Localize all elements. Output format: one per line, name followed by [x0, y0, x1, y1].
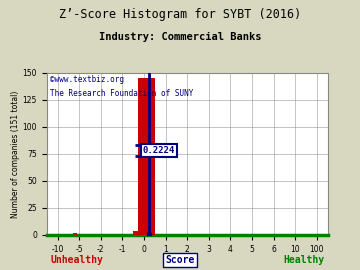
Bar	[138, 78, 155, 235]
Text: 0.2224: 0.2224	[143, 146, 175, 155]
Text: Healthy: Healthy	[283, 255, 324, 265]
Text: ©www.textbiz.org: ©www.textbiz.org	[50, 75, 123, 83]
Text: The Research Foundation of SUNY: The Research Foundation of SUNY	[50, 89, 193, 98]
Bar	[73, 233, 77, 235]
Text: Z’-Score Histogram for SYBT (2016): Z’-Score Histogram for SYBT (2016)	[59, 8, 301, 21]
Text: Industry: Commercial Banks: Industry: Commercial Banks	[99, 32, 261, 42]
Bar	[133, 231, 144, 235]
Text: Score: Score	[165, 255, 195, 265]
Text: Unhealthy: Unhealthy	[50, 255, 103, 265]
Y-axis label: Number of companies (151 total): Number of companies (151 total)	[11, 90, 20, 218]
